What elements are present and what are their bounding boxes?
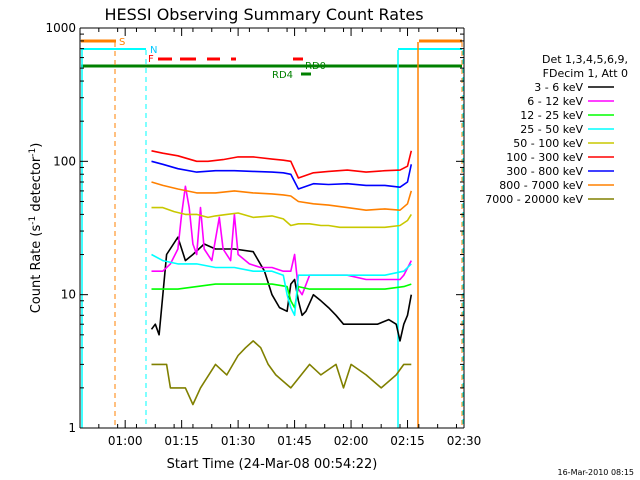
y-tick-label-0: 1	[68, 421, 76, 435]
flag-bars: S N F RD0 RD4	[81, 37, 462, 81]
legend-label-7: 800 - 7000 keV	[499, 179, 583, 192]
legend-label-3: 25 - 50 keV	[520, 123, 583, 136]
legend-label-6: 300 - 800 keV	[506, 165, 583, 178]
vertical-markers	[81, 42, 464, 428]
legend-label-2: 12 - 25 keV	[520, 109, 583, 122]
series-line-0	[150, 236, 413, 342]
legend-label-4: 50 - 100 keV	[513, 137, 583, 150]
x-tick-label-4: 02:00	[334, 434, 369, 448]
y-axis-label-mid: detector	[29, 156, 44, 216]
series-line-4	[151, 206, 412, 229]
legend-label-5: 100 - 300 keV	[506, 151, 583, 164]
series-line-8	[151, 340, 412, 406]
axes-frame	[79, 27, 465, 429]
flag-f-label: F	[148, 54, 154, 65]
series-group	[150, 150, 413, 406]
y-axis-label-sup2: -1	[28, 148, 38, 157]
y-axis-label-end: )	[29, 143, 44, 148]
series-line-6	[151, 160, 413, 190]
x-tick-label-6: 02:30	[447, 434, 482, 448]
legend-label-8: 7000 - 20000 keV	[485, 193, 583, 206]
x-tick-label-1: 01:15	[164, 434, 199, 448]
legend-label-0: 3 - 6 keV	[534, 81, 583, 94]
x-tick-label-2: 01:30	[221, 434, 256, 448]
series-line-7	[151, 181, 413, 211]
y-tick-label-3: 1000	[45, 21, 76, 35]
flag-n-label: N	[150, 45, 157, 56]
y-axis-label: Count Rate (s-1 detector-1)	[28, 143, 44, 314]
flag-rd4-label: RD4	[272, 70, 293, 81]
x-tick-label-3: 01:45	[277, 434, 312, 448]
y-axis-label-main: Count Rate (s	[29, 225, 44, 314]
x-tick-label-5: 02:15	[390, 434, 425, 448]
legend-header-1: Det 1,3,4,5,6,9,	[542, 53, 628, 66]
legend: Det 1,3,4,5,6,9, FDecim 1, Att 0 3 - 6 k…	[485, 53, 628, 206]
series-line-2	[151, 283, 412, 309]
series-line-5	[151, 150, 413, 179]
chart-title: HESSI Observing Summary Count Rates	[104, 5, 423, 24]
flag-rd0-label: RD0	[305, 61, 326, 72]
x-ticks: 01:00 01:15 01:30 01:45 02:00 02:15 02:30	[79, 28, 482, 448]
series-line-1	[151, 185, 413, 296]
legend-header-2: FDecim 1, Att 0	[543, 67, 628, 80]
footer-timestamp: 16-Mar-2010 08:15	[558, 468, 635, 477]
y-axis-label-sup1: -1	[28, 216, 38, 225]
x-axis-label: Start Time (24-Mar-08 00:54:22)	[167, 457, 378, 472]
flag-s-label: S	[119, 37, 125, 48]
y-tick-label-2: 100	[53, 154, 76, 168]
legend-label-1: 6 - 12 keV	[527, 95, 583, 108]
series-line-3	[151, 253, 412, 317]
y-tick-label-1: 10	[61, 288, 76, 302]
y-ticks: 1 10 100 1000	[45, 21, 464, 435]
x-tick-label-0: 01:00	[108, 434, 143, 448]
